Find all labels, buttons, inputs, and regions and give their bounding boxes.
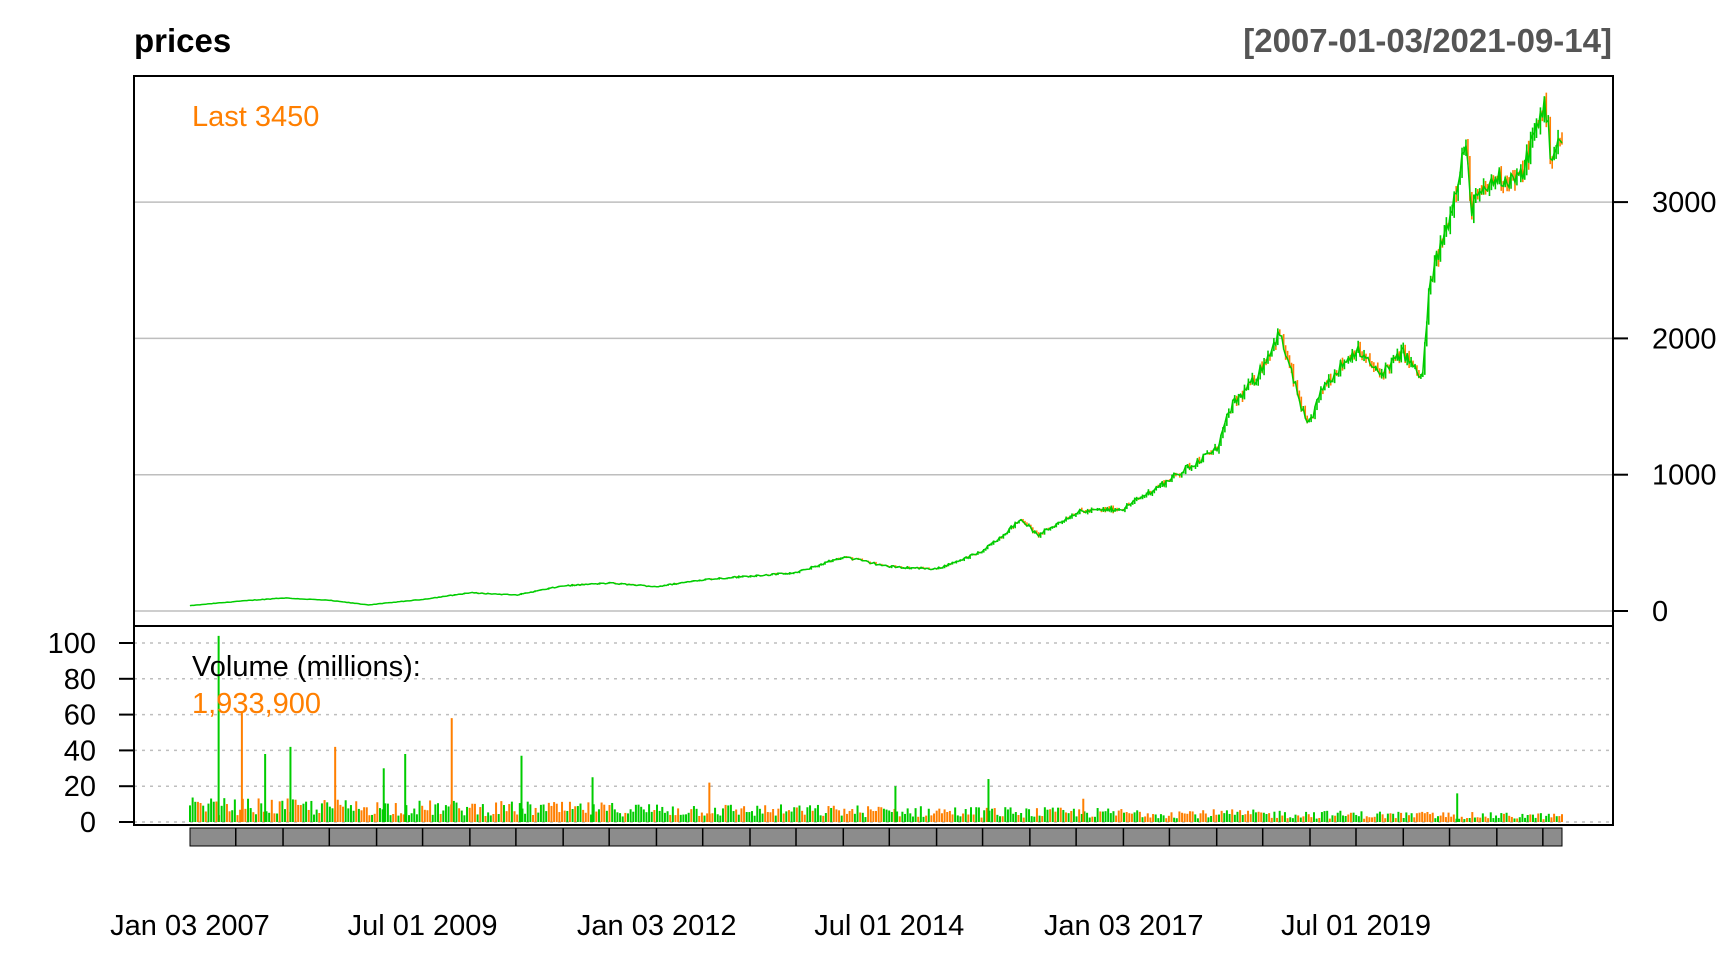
volume-y-tick-label: 0 — [80, 807, 96, 839]
volume-y-tick-label: 80 — [64, 664, 96, 696]
volume-bars — [189, 635, 1563, 822]
x-tick-label: Jul 01 2019 — [1281, 910, 1431, 942]
price-legend: Last 3450 — [192, 101, 319, 133]
price-y-tick-label: 0 — [1652, 596, 1668, 628]
price-y-axis: 0 1000 2000 3000 — [1613, 187, 1717, 628]
x-tick-label: Jan 03 2012 — [577, 910, 737, 942]
volume-y-tick-label: 40 — [64, 735, 96, 767]
price-y-tick-label: 3000 — [1652, 187, 1717, 219]
volume-y-tick-label: 100 — [48, 628, 96, 660]
volume-y-tick-label: 20 — [64, 771, 96, 803]
date-range-label: [2007-01-03/2021-09-14] — [1243, 22, 1612, 59]
x-axis-labels: Jan 03 2007 Jul 01 2009 Jan 03 2012 Jul 01 … — [110, 910, 1431, 942]
x-tick-label: Jan 03 2007 — [110, 910, 270, 942]
x-axis-bar — [189, 827, 1563, 847]
volume-legend-title: Volume (millions): — [192, 651, 421, 683]
price-series-line — [189, 96, 1563, 607]
price-candles — [189, 92, 1563, 606]
volume-panel-frame — [133, 625, 1614, 826]
x-tick-label: Jan 03 2017 — [1044, 910, 1204, 942]
volume-y-tick-label: 60 — [64, 700, 96, 732]
price-y-tick-label: 2000 — [1652, 323, 1717, 355]
price-y-tick-label: 1000 — [1652, 460, 1717, 492]
x-tick-label: Jul 01 2009 — [348, 910, 498, 942]
x-tick-label: Jul 01 2014 — [814, 910, 964, 942]
x-axis-time-bar — [189, 827, 1563, 847]
price-gridlines — [134, 201, 1613, 612]
chart-title: prices — [134, 22, 231, 59]
price-panel-frame — [133, 75, 1614, 627]
volume-legend-value: 1,933,900 — [192, 688, 321, 720]
